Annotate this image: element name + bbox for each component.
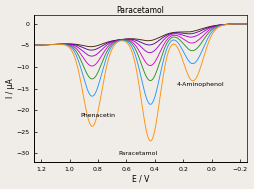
- X-axis label: E / V: E / V: [132, 174, 149, 184]
- Y-axis label: I / μA: I / μA: [6, 79, 14, 98]
- Title: Paracetamol: Paracetamol: [117, 5, 165, 15]
- Text: Paracetamol: Paracetamol: [118, 151, 157, 156]
- Text: Phenacetin: Phenacetin: [81, 113, 116, 118]
- Text: 4-Aminophenol: 4-Aminophenol: [176, 82, 224, 88]
